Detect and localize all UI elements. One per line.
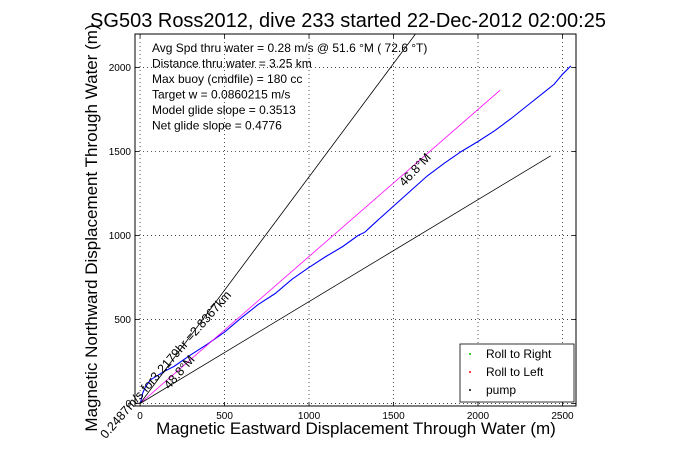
info-line: Net glide slope = 0.4776 <box>152 119 282 133</box>
data-lines <box>139 34 572 404</box>
series-line-0 <box>139 65 572 404</box>
axis-ticks: 0 500 1000 1500 2000 2500 0 500 1000 1500 2000 <box>109 34 576 422</box>
series-line-1 <box>139 89 501 404</box>
y-tick-label: 1000 <box>109 231 132 242</box>
grid-lines <box>135 34 576 406</box>
legend: Roll to Right Roll to Left pump <box>459 343 575 403</box>
x-axis-label: Magnetic Eastward Displacement Through W… <box>156 419 556 438</box>
y-tick-label: 2000 <box>109 63 132 74</box>
chart-title: SG503 Ross2012, dive 233 started 22-Dec-… <box>90 10 606 32</box>
info-box: Avg Spd thru water = 0.28 m/s @ 51.6 °M … <box>152 41 427 133</box>
info-line: Distance thru water = 3.25 km <box>152 57 312 71</box>
legend-label-roll-left: Roll to Left <box>486 365 544 379</box>
y-tick-label: 1500 <box>109 147 132 158</box>
x-tick-label: 0 <box>137 411 143 422</box>
x-tick-label: 500 <box>216 411 233 422</box>
x-tick-label: 1500 <box>382 411 405 422</box>
x-tick-label: 2000 <box>467 411 490 422</box>
info-line: Model glide slope = 0.3513 <box>152 103 296 117</box>
info-line: Avg Spd thru water = 0.28 m/s @ 51.6 °M … <box>152 41 427 55</box>
legend-label-pump: pump <box>486 383 516 397</box>
legend-marker-roll-right <box>469 353 471 355</box>
info-line: Target w = 0.0860215 m/s <box>152 88 290 102</box>
legend-marker-roll-left <box>469 371 471 373</box>
y-tick-label: 500 <box>114 315 131 326</box>
x-tick-label: 1000 <box>298 411 321 422</box>
series-line-2 <box>139 34 416 404</box>
y-tick-label: 0 <box>125 399 131 410</box>
plot-frame <box>134 33 577 407</box>
series-line-3 <box>139 155 551 404</box>
legend-box <box>459 343 575 403</box>
x-tick-label: 2500 <box>551 411 574 422</box>
y-axis-label: Magnetic Northward Displacement Through … <box>82 24 101 431</box>
info-line: Max buoy (cmdfile) = 180 cc <box>152 72 302 86</box>
legend-label-roll-right: Roll to Right <box>486 347 552 361</box>
legend-marker-pump <box>469 389 471 391</box>
